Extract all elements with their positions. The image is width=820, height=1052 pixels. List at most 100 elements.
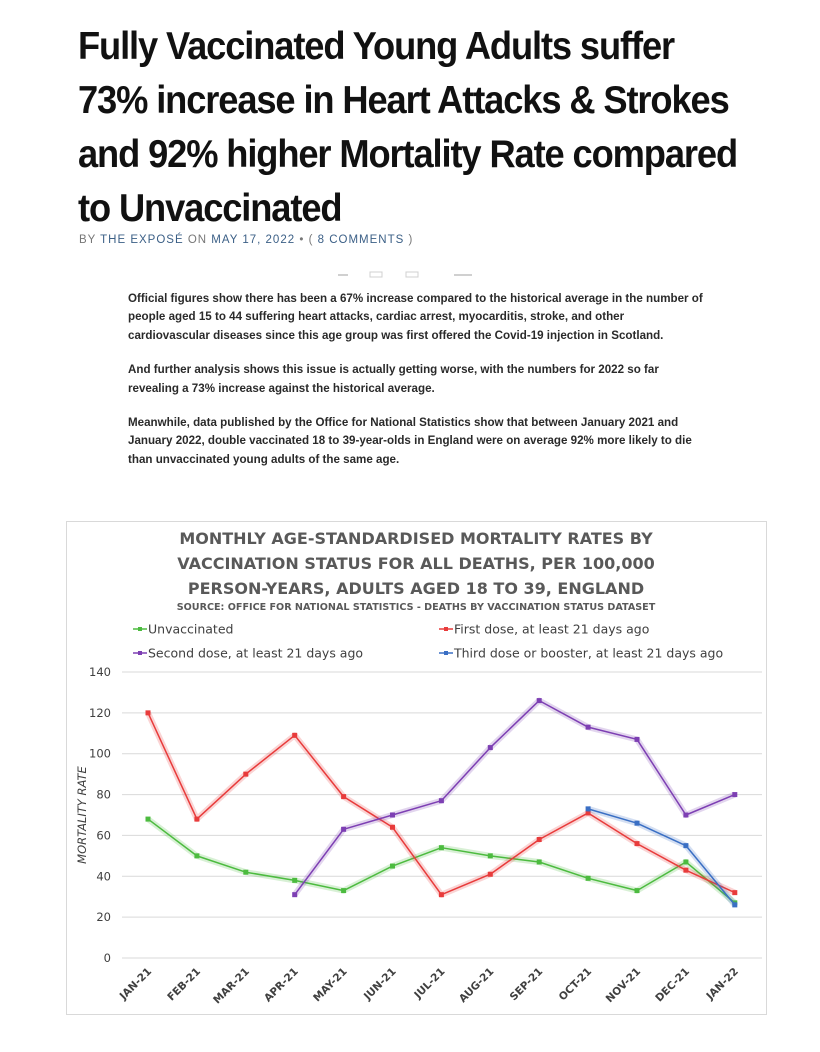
data-point	[243, 771, 249, 777]
data-point	[585, 806, 591, 812]
series-1	[145, 816, 738, 906]
legend-label: First dose, at least 21 days ago	[454, 622, 649, 637]
comments-link[interactable]: 8 COMMENTS	[317, 234, 405, 246]
data-point	[341, 888, 347, 894]
paragraph-2: And further analysis shows this issue is…	[128, 363, 659, 395]
y-axis-title: MORTALITY RATE	[75, 765, 89, 863]
chart-subtitle: SOURCE: OFFICE FOR NATIONAL STATISTICS -…	[177, 602, 656, 613]
article-headline: Fully Vaccinated Young Adults suffer 73%…	[78, 25, 738, 230]
data-point	[536, 859, 542, 865]
data-point	[634, 841, 640, 847]
comments-open: (	[308, 234, 314, 246]
data-point	[438, 845, 444, 851]
x-tick-label-dec-21: DEC-21	[653, 966, 692, 1005]
data-point	[341, 794, 347, 800]
chart-title-line-3: PERSON-YEARS, ADULTS AGED 18 TO 39, ENGL…	[188, 579, 644, 598]
chart-title-line-1: MONTHLY AGE-STANDARDISED MORTALITY RATES…	[179, 529, 653, 548]
data-point	[390, 863, 395, 869]
data-point	[634, 888, 640, 894]
y-tick-label-20: 20	[96, 910, 111, 924]
data-point	[634, 820, 640, 826]
data-point	[536, 698, 542, 704]
data-point	[487, 853, 493, 859]
data-point	[585, 875, 591, 881]
data-point	[390, 824, 395, 830]
x-tick-label-jan-22: JAN-22	[704, 966, 741, 1003]
data-point	[683, 812, 689, 818]
series-line	[587, 808, 736, 906]
series-lines	[145, 697, 738, 908]
data-point	[683, 867, 689, 873]
x-tick-label-jan-21: JAN-21	[117, 966, 154, 1003]
data-point	[243, 869, 249, 875]
byline-on: ON	[187, 234, 208, 246]
series-line-glow	[292, 697, 736, 897]
data-point	[585, 810, 591, 816]
comments-close: )	[408, 234, 414, 246]
x-tick-label-aug-21: AUG-21	[457, 966, 497, 1006]
data-point	[194, 816, 200, 822]
data-point	[390, 812, 395, 818]
x-tick-label-mar-21: MAR-21	[211, 966, 252, 1007]
legend-label: Unvaccinated	[148, 622, 233, 637]
data-point	[732, 902, 738, 908]
data-point	[634, 736, 640, 742]
x-tick-label-oct-21: OCT-21	[557, 966, 595, 1004]
data-point	[732, 890, 738, 896]
data-point	[683, 843, 689, 849]
series-2	[145, 710, 738, 898]
author-link[interactable]: THE EXPOSÉ	[100, 234, 184, 246]
data-point	[585, 724, 591, 730]
byline-by: BY	[79, 234, 97, 246]
series-4	[585, 805, 738, 908]
data-point	[438, 798, 444, 804]
legend-marker	[138, 627, 142, 631]
legend-label: Third dose or booster, at least 21 days …	[453, 646, 723, 661]
data-point	[292, 732, 298, 738]
y-axis-ticks: 0 20 40 60 80 100 120 140	[89, 665, 111, 965]
x-tick-label-nov-21: NOV-21	[604, 966, 643, 1005]
byline-separator: •	[299, 234, 305, 246]
legend-label: Second dose, at least 21 days ago	[148, 646, 363, 661]
legend-marker	[444, 627, 448, 631]
y-tick-label-140: 140	[89, 665, 111, 679]
x-tick-label-feb-21: FEB-21	[165, 966, 203, 1004]
mortality-chart-frame	[66, 521, 767, 1015]
cropped-image-edge	[338, 271, 472, 278]
data-point	[194, 853, 200, 859]
data-point	[145, 710, 151, 716]
series-line	[294, 699, 736, 896]
article-excerpt: Official figures show there has been a 6…	[128, 290, 708, 485]
date-link[interactable]: MAY 17, 2022	[211, 234, 296, 246]
y-tick-label-80: 80	[96, 788, 111, 802]
y-tick-label-0: 0	[104, 951, 111, 965]
data-point	[292, 877, 298, 883]
y-tick-label-40: 40	[96, 869, 111, 883]
y-tick-label-120: 120	[89, 706, 111, 720]
legend-marker	[138, 651, 142, 655]
y-tick-label-60: 60	[96, 828, 111, 842]
data-point	[145, 816, 151, 822]
data-point	[438, 892, 444, 898]
data-point	[292, 892, 298, 898]
legend: Unvaccinated First dose, at least 21 days…	[133, 622, 723, 661]
legend-marker	[444, 651, 448, 655]
paragraph-1: Official figures show there has been a 6…	[128, 292, 703, 342]
series-3	[292, 697, 738, 898]
gridlines	[122, 671, 762, 959]
x-tick-label-jun-21: JUN-21	[361, 966, 399, 1004]
data-point	[536, 837, 542, 843]
chart-title-line-2: VACCINATION STATUS FOR ALL DEATHS, PER 1…	[177, 554, 654, 573]
data-point	[341, 826, 347, 832]
data-point	[732, 792, 738, 798]
x-axis-ticks: JAN-21 FEB-21 MAR-21 APR-21 MAY-21 JUN-21 JUL-…	[117, 966, 741, 1007]
byline: BY THE EXPOSÉ ON MAY 17, 2022 • ( 8 COMM…	[79, 234, 413, 246]
x-tick-label-apr-21: APR-21	[262, 966, 301, 1005]
x-tick-label-jul-21: JUL-21	[411, 966, 447, 1002]
data-point	[487, 871, 493, 877]
x-tick-label-sep-21: SEP-21	[508, 966, 546, 1004]
data-point	[683, 859, 689, 865]
x-tick-label-may-21: MAY-21	[311, 966, 350, 1005]
data-point	[487, 745, 493, 751]
